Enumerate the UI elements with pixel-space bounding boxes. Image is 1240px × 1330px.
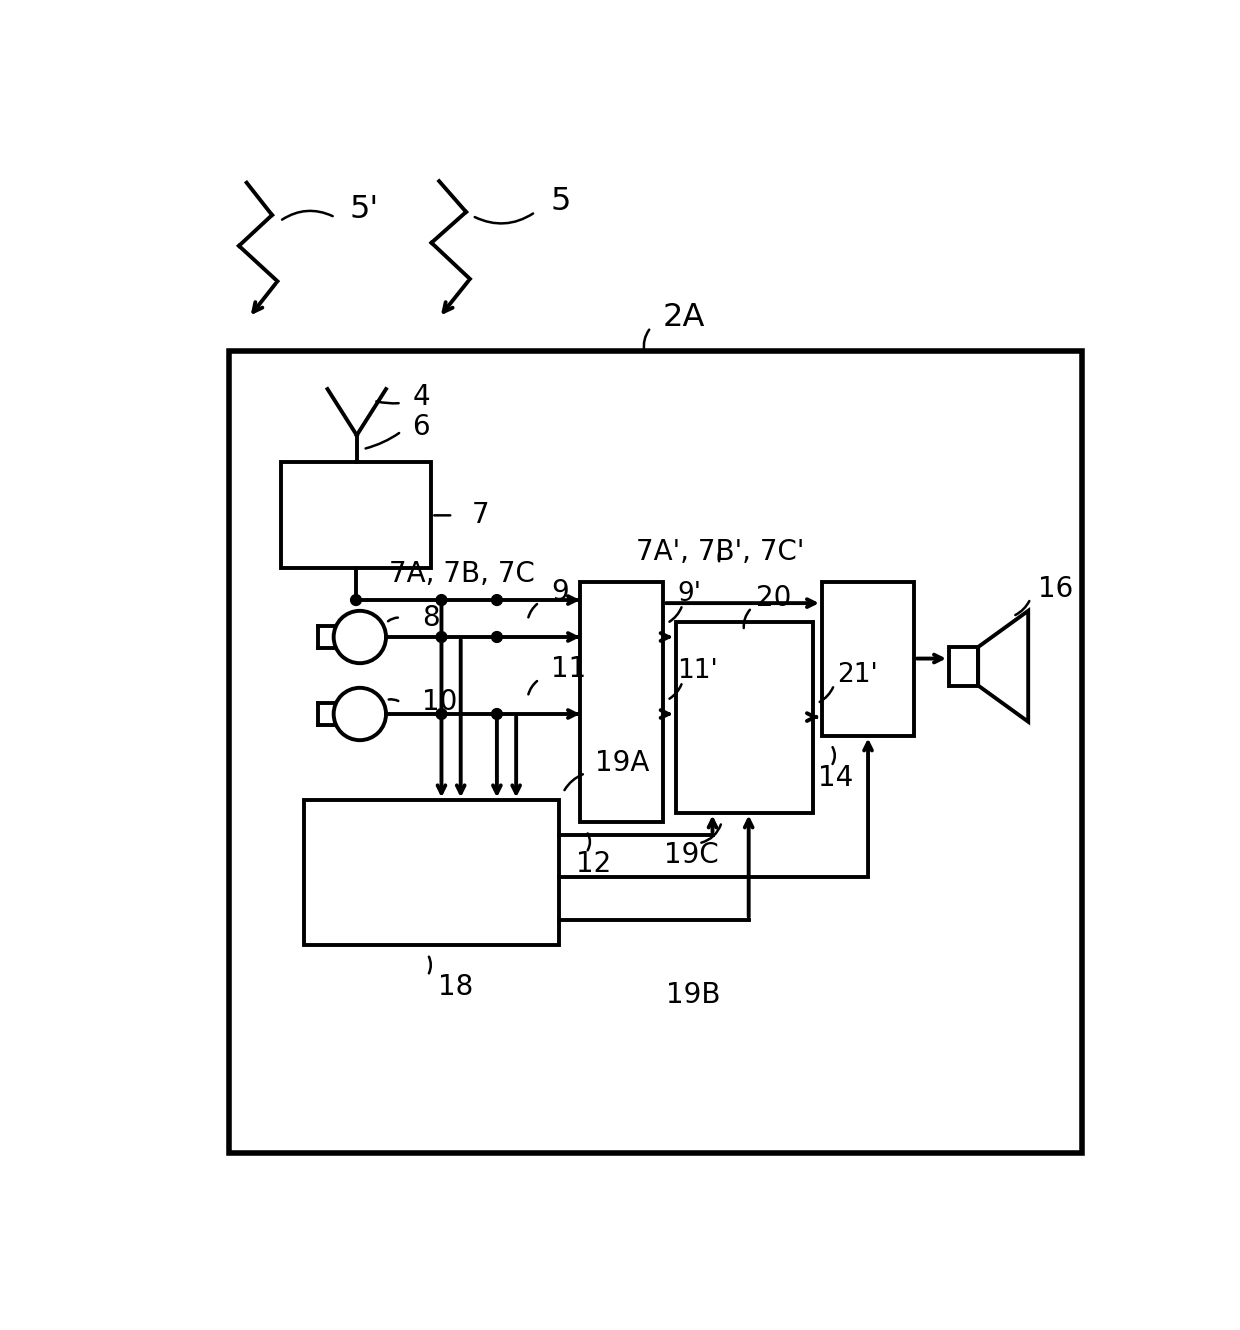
Bar (281, 463, 432, 568)
Circle shape (436, 709, 446, 720)
Circle shape (491, 632, 502, 642)
Text: 5': 5' (350, 194, 378, 225)
Text: 9: 9 (551, 579, 569, 606)
Text: 19A: 19A (595, 749, 650, 777)
Text: 7A', 7B', 7C': 7A', 7B', 7C' (636, 539, 805, 567)
Text: 16: 16 (1038, 576, 1074, 604)
Text: 19B: 19B (666, 982, 720, 1009)
Text: 11: 11 (551, 656, 587, 684)
Text: 18: 18 (438, 974, 472, 1001)
Bar (949, 646, 978, 685)
Bar (822, 581, 914, 735)
Circle shape (491, 709, 502, 720)
Circle shape (436, 595, 446, 605)
Text: 4: 4 (412, 383, 430, 411)
Text: 8: 8 (422, 604, 440, 632)
Text: 5: 5 (551, 186, 572, 217)
Text: 19C: 19C (663, 841, 719, 868)
Circle shape (351, 595, 361, 605)
Bar (676, 621, 812, 813)
Text: 14: 14 (818, 763, 853, 791)
Text: 7: 7 (471, 501, 489, 529)
Text: 20: 20 (755, 584, 791, 613)
Text: 10: 10 (422, 689, 458, 717)
Polygon shape (978, 610, 1028, 722)
Bar (304, 801, 558, 946)
Text: 12: 12 (577, 850, 611, 878)
Text: 9': 9' (677, 581, 701, 606)
Text: 21': 21' (837, 662, 878, 688)
Circle shape (491, 595, 502, 605)
Text: 7A, 7B, 7C: 7A, 7B, 7C (389, 560, 536, 588)
Bar (229, 351, 1083, 1153)
Text: 11': 11' (677, 658, 718, 684)
Text: 2A: 2A (662, 302, 704, 332)
Bar (580, 581, 663, 822)
Circle shape (436, 632, 446, 642)
Text: 6: 6 (412, 412, 430, 440)
